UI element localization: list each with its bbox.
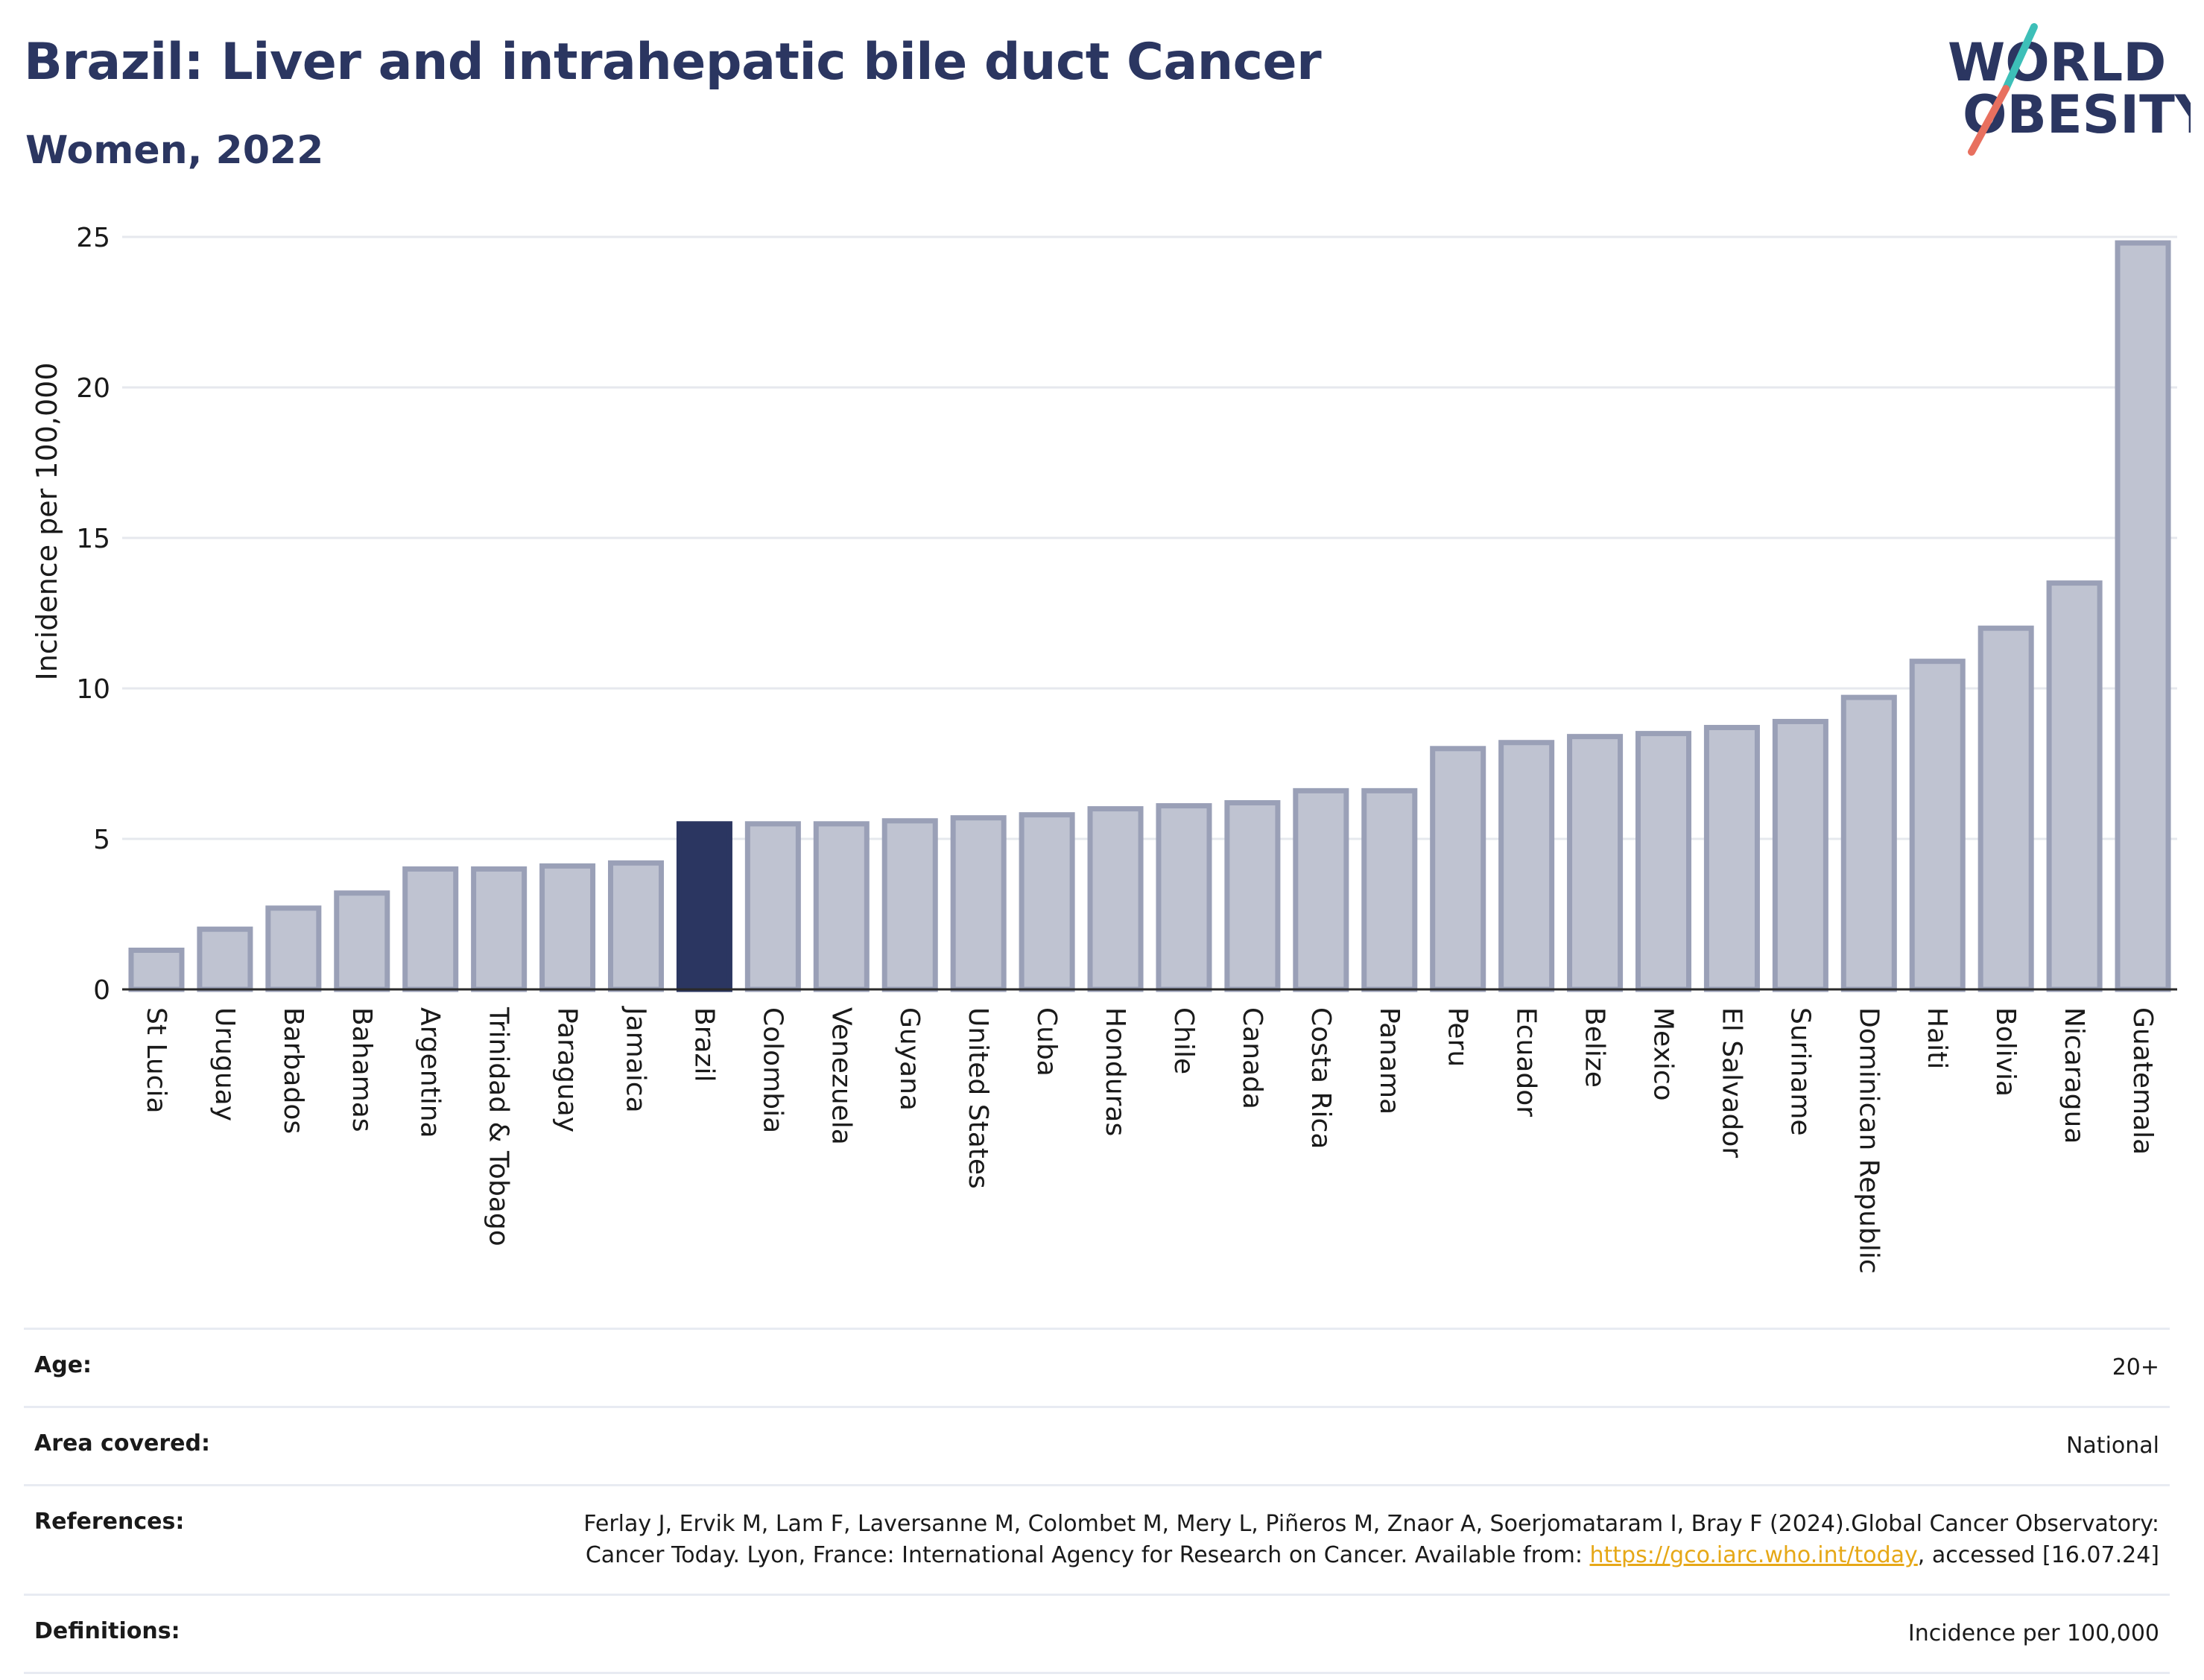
meta-label: References:: [34, 1509, 185, 1535]
logo-line1: WORLD: [1948, 32, 2166, 93]
x-tick-label: Mexico: [1648, 1007, 1679, 1101]
x-tick-label: Chile: [1168, 1007, 1199, 1074]
meta-label: Age:: [34, 1352, 92, 1378]
x-tick-label: Haiti: [1922, 1007, 1952, 1069]
bar-chile[interactable]: [1156, 803, 1212, 992]
y-tick-label: 0: [93, 975, 110, 1006]
bar-el-salvador[interactable]: [1703, 725, 1760, 992]
x-tick-label: United States: [963, 1007, 993, 1189]
x-tick-label: Honduras: [1100, 1007, 1130, 1136]
bar-belize[interactable]: [1567, 734, 1624, 992]
x-tick-label: Dominican Republic: [1853, 1007, 1884, 1274]
bar-uruguay[interactable]: [197, 926, 253, 992]
bar-panama[interactable]: [1361, 787, 1418, 992]
x-tick-label: Paraguay: [552, 1007, 583, 1132]
x-tick-label: Bolivia: [1990, 1007, 2021, 1097]
bar-guyana[interactable]: [881, 818, 938, 992]
gridlines: [122, 235, 2177, 840]
bar-dominican-republic[interactable]: [1840, 694, 1897, 992]
bar-bolivia[interactable]: [1977, 625, 2034, 992]
bar-canada[interactable]: [1224, 800, 1281, 992]
meta-label: Area covered:: [34, 1430, 210, 1456]
bar-bahamas[interactable]: [334, 890, 390, 992]
x-tick-label: Trinidad & Tobago: [484, 1007, 514, 1246]
x-tick-label: Colombia: [757, 1007, 788, 1133]
meta-row-references: References: Ferlay J, Ervik M, Lam F, La…: [24, 1485, 2170, 1595]
bar-trinidad-tobago[interactable]: [471, 866, 528, 992]
logo-slash-teal: [2002, 23, 2038, 92]
bar-honduras[interactable]: [1087, 806, 1144, 992]
meta-value-references: Ferlay J, Ervik M, Lam F, Laversanne M, …: [492, 1486, 2170, 1595]
bar-st-lucia[interactable]: [128, 947, 185, 992]
reference-accessed: , accessed [16.07.24]: [1917, 1542, 2159, 1568]
bar-guatemala[interactable]: [2115, 240, 2171, 992]
axes: 0 5 10 15 20 25 St Lucia Uruguay Barbados Bahamas…: [76, 223, 2177, 1274]
bar-chart: 0 5 10 15 20 25 St Lucia Uruguay Barbados Bahamas…: [31, 223, 2177, 1274]
x-tick-label: Canada: [1237, 1007, 1267, 1109]
y-tick-label: 10: [76, 674, 110, 705]
bar-peru[interactable]: [1430, 746, 1486, 992]
bar-united-states[interactable]: [950, 815, 1007, 992]
x-tick-label: Peru: [1443, 1007, 1473, 1067]
y-axis-label: Incidence per 100,000: [31, 362, 63, 680]
x-tick-label: Bahamas: [346, 1007, 377, 1132]
meta-row-age: Age: 20+: [24, 1328, 2170, 1407]
x-tick-label: Costa Rica: [1305, 1007, 1336, 1149]
x-tick-label: Suriname: [1785, 1007, 1815, 1136]
chart-title: Brazil: Liver and intrahepatic bile duct…: [24, 33, 1322, 92]
y-tick-label: 15: [76, 524, 110, 554]
x-tick-label: Brazil: [688, 1007, 719, 1082]
meta-value: Incidence per 100,000: [1907, 1620, 2159, 1646]
meta-row-area: Area covered: National: [24, 1407, 2170, 1486]
x-tick-label: Argentina: [415, 1007, 446, 1138]
chart-subtitle: Women, 2022: [25, 128, 324, 173]
reference-text: Ferlay J, Ervik M, Lam F, Laversanne M, …: [583, 1511, 2159, 1568]
bar-haiti[interactable]: [1909, 659, 1966, 992]
meta-row-definitions: Definitions: Incidence per 100,000: [24, 1594, 2170, 1673]
bar-mexico[interactable]: [1635, 731, 1692, 992]
bar-suriname[interactable]: [1772, 718, 1828, 992]
bar-ecuador[interactable]: [1498, 740, 1555, 992]
bar-argentina[interactable]: [402, 866, 459, 992]
x-tick-label: Belize: [1580, 1007, 1610, 1088]
x-tick-label: Guatemala: [2127, 1007, 2158, 1155]
meta-value: National: [2065, 1433, 2159, 1459]
y-tick-label: 20: [76, 373, 110, 404]
x-tick-label: Nicaragua: [2059, 1007, 2089, 1144]
bar-barbados[interactable]: [265, 905, 322, 992]
bar-venezuela[interactable]: [813, 821, 870, 992]
bars: [128, 240, 2171, 992]
x-tick-label: Jamaica: [621, 1006, 651, 1113]
reference-link[interactable]: https://gco.iarc.who.int/today: [1589, 1542, 1918, 1568]
bar-costa-rica[interactable]: [1293, 787, 1349, 992]
x-tick-label: St Lucia: [141, 1007, 171, 1114]
x-tick-label: Venezuela: [826, 1007, 856, 1145]
x-tick-label: Panama: [1374, 1007, 1405, 1115]
bar-jamaica[interactable]: [607, 860, 665, 992]
bar-colombia[interactable]: [744, 821, 801, 992]
logo-slash-coral: [1968, 85, 2010, 156]
meta-value: 20+: [2112, 1354, 2159, 1381]
meta-label: Definitions:: [34, 1618, 180, 1644]
y-tick-label: 25: [76, 223, 110, 253]
x-tick-label: Cuba: [1031, 1007, 1062, 1077]
bar-cuba[interactable]: [1019, 812, 1075, 992]
world-obesity-logo: WORLD OBESITY: [1948, 23, 2191, 156]
x-tick-label: Uruguay: [209, 1007, 240, 1121]
bar-nicaragua[interactable]: [2046, 580, 2103, 992]
x-tick-label: Guyana: [894, 1007, 925, 1111]
bar-brazil[interactable]: [676, 821, 732, 992]
x-tick-label: Barbados: [278, 1007, 308, 1134]
y-tick-label: 5: [93, 825, 110, 855]
x-tick-label: Ecuador: [1511, 1007, 1542, 1117]
metadata-table: Age: 20+ Area covered: National Referenc…: [24, 1328, 2170, 1674]
x-tick-label: El Salvador: [1716, 1007, 1747, 1158]
bar-paraguay[interactable]: [539, 863, 596, 992]
